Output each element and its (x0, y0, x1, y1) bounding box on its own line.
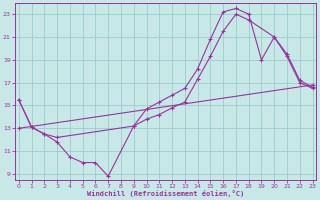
X-axis label: Windchill (Refroidissement éolien,°C): Windchill (Refroidissement éolien,°C) (87, 190, 244, 197)
